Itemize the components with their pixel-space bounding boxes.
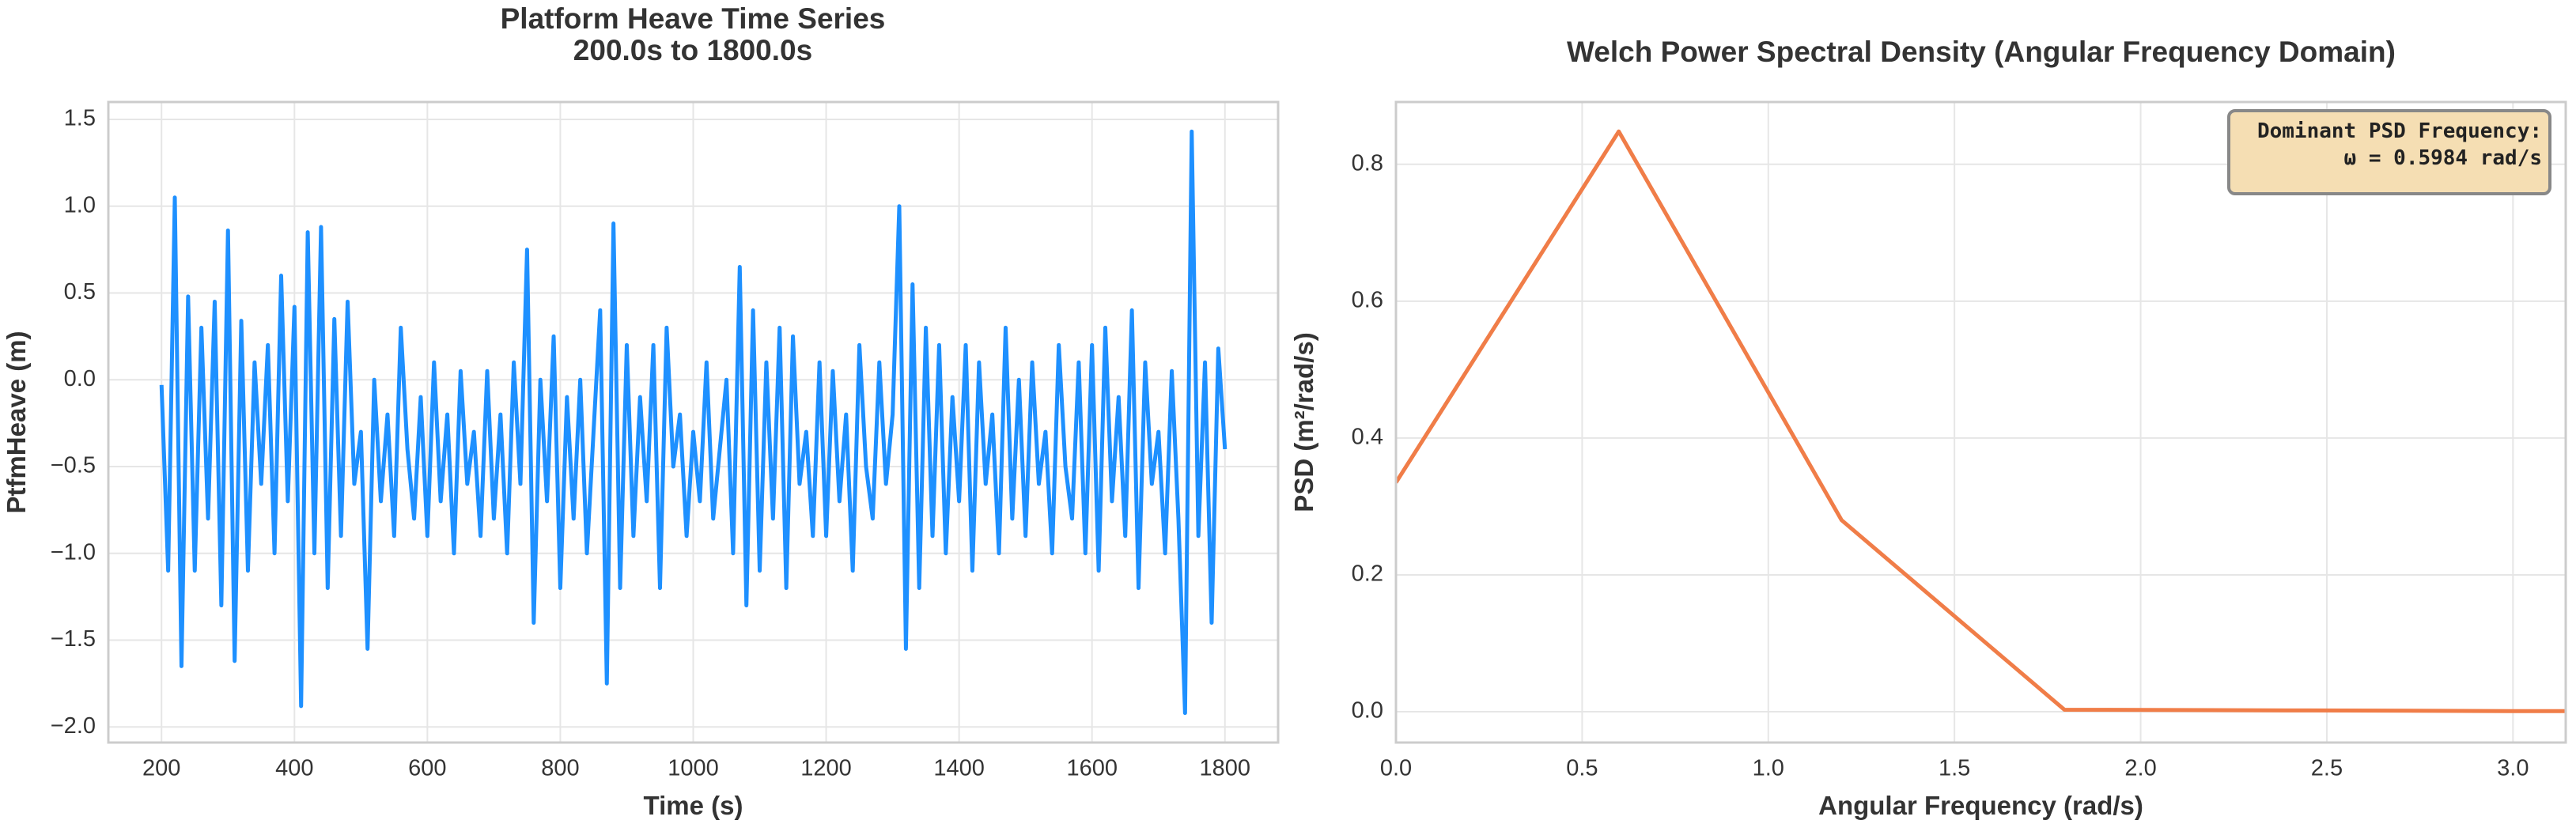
x-tick-label: 1600	[1066, 756, 1118, 781]
x-tick-label: 2.5	[2311, 756, 2343, 781]
y-tick-label: 0.2	[1352, 561, 1383, 587]
annotation-box	[2227, 109, 2551, 195]
x-tick-label: 1400	[933, 756, 985, 781]
annotation-text: Dominant PSD Frequency:	[2257, 119, 2542, 143]
y-tick-label: 1.5	[64, 106, 96, 131]
annotation-text: ω = 0.5984 rad/s	[2344, 146, 2542, 170]
y-axis-label: PSD (m²/rad/s)	[1289, 332, 1318, 512]
x-tick-label: 3.0	[2497, 756, 2529, 781]
y-tick-label: 0.5	[64, 279, 96, 304]
y-tick-label: −1.5	[51, 626, 96, 652]
plot-area	[1396, 102, 2566, 743]
x-tick-label: 1800	[1200, 756, 1251, 781]
axes-frame	[107, 100, 1280, 744]
chart-title: Welch Power Spectral Density (Angular Fr…	[1567, 36, 2396, 68]
data-line	[159, 129, 1227, 716]
x-tick-label: 1200	[800, 756, 852, 781]
subplot: 0.0 0.2 0.4 0.6 0.8 0.0 0.5 1.0 1.5 2.0 2.5 3.0 Welc…	[1289, 36, 2567, 820]
y-tick-label: −1.0	[51, 539, 96, 565]
y-tick-label: 0.6	[1352, 287, 1383, 312]
data-line	[1396, 129, 2566, 713]
subplot: −2.0 −1.5 −1.0 −0.5 0.0 0.5 1.0 1.5 200 400 600 800…	[2, 2, 1280, 820]
x-axis-label: Time (s)	[644, 791, 743, 820]
y-tick-label: −2.0	[51, 713, 96, 739]
x-tick-label: 1.5	[1939, 756, 1970, 781]
x-tick-label: 1.0	[1753, 756, 1784, 781]
x-tick-label: 2.0	[2124, 756, 2156, 781]
y-tick-label: 1.0	[64, 192, 96, 217]
x-tick-label: 800	[541, 756, 579, 781]
x-tick-label: 400	[275, 756, 313, 781]
x-tick-label: 0.0	[1380, 756, 1412, 781]
x-tick-label: 200	[142, 756, 180, 781]
y-tick-label: −0.5	[51, 453, 96, 478]
y-tick-label: 0.0	[64, 366, 96, 391]
x-tick-label: 1000	[668, 756, 719, 781]
x-axis-label: Angular Frequency (rad/s)	[1818, 791, 2143, 820]
y-tick-label: 0.0	[1352, 698, 1383, 724]
y-tick-label: 0.8	[1352, 150, 1383, 176]
y-axis-label: PtfmHeave (m)	[2, 331, 31, 513]
axes-frame	[1394, 100, 2567, 744]
x-tick-label: 0.5	[1566, 756, 1598, 781]
x-tick-label: 600	[408, 756, 446, 781]
chart-title: Platform Heave Time Series	[501, 2, 886, 35]
chart-subtitle: 200.0s to 1800.0s	[573, 34, 812, 66]
y-tick-label: 0.4	[1352, 425, 1383, 450]
